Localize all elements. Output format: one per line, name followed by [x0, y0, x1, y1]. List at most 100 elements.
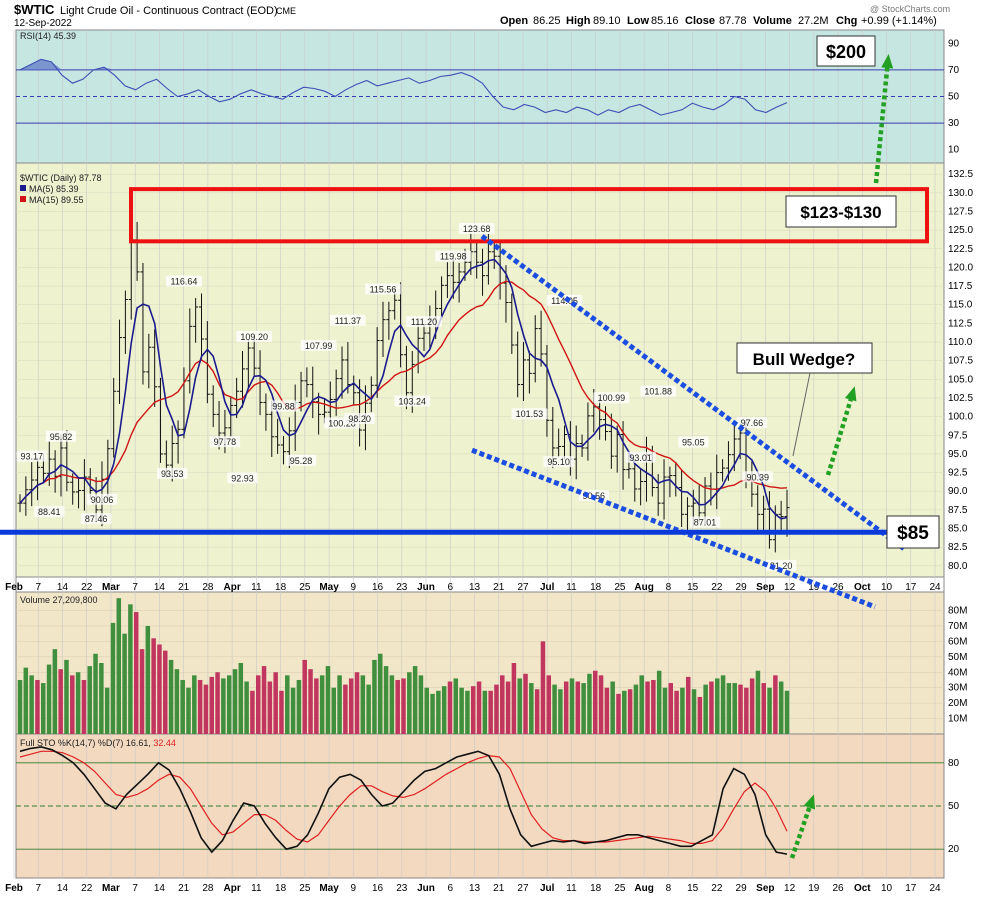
- ma5-legend: MA(5) 85.39: [29, 184, 79, 194]
- data-label-bg: [227, 472, 258, 484]
- data-label-text: 81.20: [770, 561, 793, 571]
- price-x-tick-label: Sep: [756, 582, 774, 593]
- volume-bar: [23, 667, 29, 734]
- volume-bar: [46, 664, 52, 734]
- data-label-text: 116.64: [171, 276, 198, 286]
- volume-bar: [494, 684, 499, 734]
- data-label-bg: [166, 275, 202, 287]
- volume-bar: [337, 675, 342, 734]
- volume-y-tick-label: 50M: [948, 652, 967, 663]
- sto-x-tick-label: 28: [202, 883, 214, 894]
- volume-y-tick-label: 80M: [948, 606, 967, 617]
- data-label-text: 103.24: [399, 396, 427, 406]
- ohlc-bar: [766, 491, 772, 549]
- volume-bar: [70, 675, 75, 734]
- volume-bar: [552, 684, 557, 734]
- ohlc-bar: [29, 462, 35, 507]
- volume-bar: [343, 684, 348, 734]
- sto-x-tick-label: 26: [832, 883, 844, 894]
- data-label-bg: [435, 250, 472, 262]
- price-x-tick-label: 10: [881, 582, 893, 593]
- data-label-bg: [458, 222, 495, 234]
- volume-bar: [87, 666, 92, 734]
- sto-x-tick-label: 14: [57, 883, 69, 894]
- data-label-text: 111.37: [335, 316, 361, 326]
- ohlc-bar: [655, 474, 661, 516]
- volume-bar: [273, 672, 278, 734]
- sto-k-value: 16.61,: [126, 738, 154, 748]
- wedge-breakout-arrow: [825, 386, 857, 476]
- data-label-text: 111.20: [411, 317, 437, 327]
- price-data-label: 97.78: [209, 436, 241, 448]
- data-label-text: 101.53: [516, 409, 544, 419]
- ohlc-bar: [210, 385, 216, 428]
- data-label-text: 123.68: [463, 224, 491, 234]
- price-data-label: 92.93: [227, 472, 258, 484]
- ohlc-bar: [204, 321, 210, 404]
- volume-bar: [93, 653, 98, 734]
- volume-bar: [64, 659, 69, 734]
- price-y-tick-label: 102.5: [948, 393, 973, 404]
- ohlc-bar: [316, 392, 322, 435]
- ohlc-bar: [275, 418, 281, 454]
- ma5-line: [19, 258, 788, 520]
- data-label-bg: [678, 436, 709, 448]
- ohlc-bar: [474, 242, 480, 279]
- volume-bar: [128, 604, 133, 734]
- volume-bar: [261, 666, 267, 734]
- volume-bar: [680, 687, 685, 734]
- volume-bar: [651, 679, 656, 734]
- price-x-tick-label: 7: [132, 582, 138, 593]
- volume-bar: [505, 681, 511, 734]
- data-label-bg: [329, 314, 366, 326]
- volume-bar: [622, 690, 627, 734]
- sto-legend: Full STO %K(14,7) %D(7) 16.61, 32.44: [20, 738, 176, 748]
- ohlc-bar: [679, 469, 685, 528]
- sto-x-tick-label: 15: [687, 883, 699, 894]
- price-x-tick-label: 17: [905, 582, 917, 593]
- price-x-tick-label: 27: [517, 582, 529, 593]
- open-label: Open: [500, 15, 528, 27]
- ohlc-bar: [146, 333, 152, 389]
- ohlc-bar: [556, 428, 562, 457]
- arrow-shaft: [789, 799, 815, 859]
- sto-x-tick-label: 7: [132, 883, 138, 894]
- rsi-y-tick-label: 70: [948, 65, 960, 76]
- price-x-tick-label: 14: [154, 582, 166, 593]
- volume-bar: [58, 669, 63, 734]
- volume-bar: [389, 675, 395, 734]
- price-x-tick-label: 19: [808, 582, 820, 593]
- volume-bar: [482, 690, 488, 734]
- volume-bar: [511, 663, 517, 734]
- ohlc-bar: [368, 376, 374, 413]
- ohlc-bar: [731, 421, 737, 472]
- price-x-tick-label: 8: [666, 582, 672, 593]
- chart-name: Light Crude Oil - Continuous Contract (E…: [60, 5, 278, 17]
- rsi-y-tick-label: 30: [948, 118, 960, 129]
- price-x-tick-label: Jun: [417, 582, 435, 593]
- ohlc-bar: [357, 379, 363, 447]
- volume-bar: [255, 675, 261, 734]
- ohlc-bar: [784, 489, 790, 537]
- volume-bar: [668, 683, 674, 734]
- price-x-tick-label: 6: [447, 582, 453, 593]
- volume-bar: [691, 689, 697, 734]
- sto-x-tick-label: 29: [736, 883, 748, 894]
- price-data-label: 111.37: [329, 314, 366, 326]
- sto-d-line: [19, 750, 788, 845]
- ohlc-bar: [684, 497, 690, 531]
- volume-y-tick-label: 10M: [948, 714, 967, 725]
- volume-bar: [168, 659, 174, 734]
- ohlc-bar: [380, 301, 386, 357]
- price-x-tick-label: Mar: [102, 582, 120, 593]
- data-label-bg: [742, 471, 773, 483]
- price-x-tick-label: 7: [35, 582, 41, 593]
- volume-bar: [325, 666, 331, 734]
- sto-x-tick-label: 23: [396, 883, 408, 894]
- ohlc-bar: [304, 367, 310, 398]
- wedge-label-pointer: [792, 372, 811, 457]
- volume-bar: [639, 675, 644, 734]
- sto-x-tick-label: Feb: [5, 883, 23, 894]
- volume-bar: [319, 675, 325, 734]
- ohlc-bar: [608, 413, 614, 469]
